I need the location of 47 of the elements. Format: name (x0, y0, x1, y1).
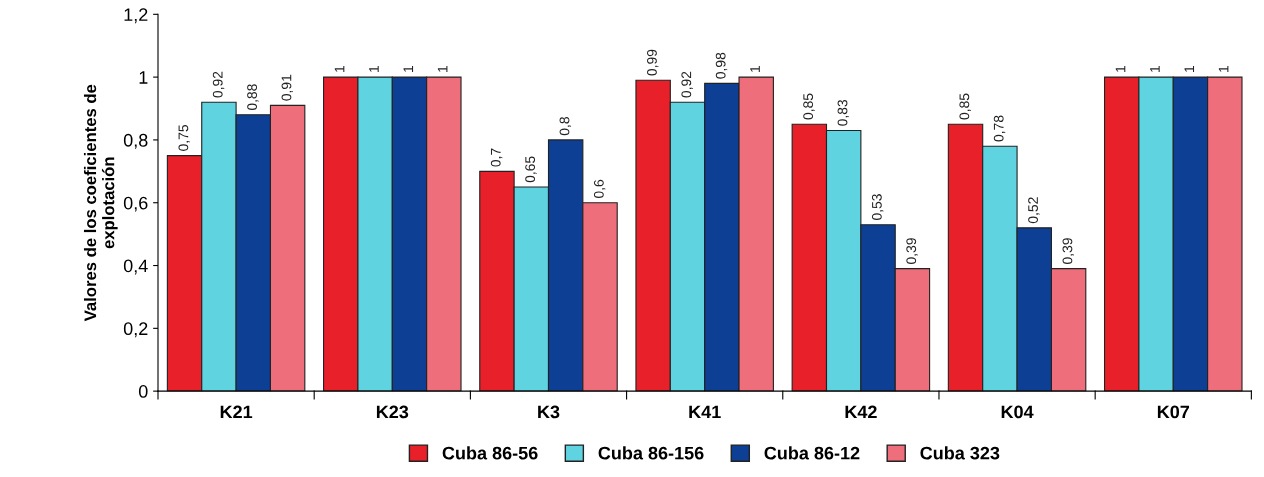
data-label: 1 (437, 65, 448, 72)
data-label: 1 (1115, 65, 1126, 72)
data-label: 1 (1150, 65, 1160, 72)
data-label: 0,65 (525, 156, 537, 183)
x-tick-label: K04 (1001, 405, 1034, 419)
data-label: 1 (334, 65, 345, 72)
y-tick-label: 1,2 (124, 8, 148, 24)
data-label: 0,7 (490, 148, 503, 167)
y-tick-label: 1 (139, 71, 148, 84)
data-label: 0,88 (247, 84, 259, 111)
data-label: 1 (403, 65, 414, 72)
data-label: 1 (1218, 65, 1229, 72)
legend-label: Cuba 323 (920, 446, 1000, 460)
y-tick-label: 0,6 (123, 196, 148, 212)
data-label: 1 (750, 65, 760, 72)
data-label: 0,78 (993, 115, 1006, 142)
x-tick-label: K23 (376, 405, 409, 419)
data-label: 0,98 (715, 52, 728, 79)
data-label: 0,53 (871, 194, 884, 220)
data-label: 0,6 (593, 179, 606, 199)
data-label: 0,83 (837, 99, 850, 126)
data-label: 0,75 (178, 125, 190, 151)
data-label: 0,8 (559, 117, 572, 136)
legend-label: Cuba 86-56 (442, 446, 538, 460)
data-label: 0,99 (647, 49, 659, 76)
legend-label: Cuba 86-12 (764, 446, 860, 460)
data-label: 0,85 (959, 93, 971, 120)
data-label: 1 (1184, 65, 1195, 72)
y-tick-label: 0 (138, 385, 148, 398)
y-tick-label: 0,4 (123, 259, 148, 275)
x-tick-label: K41 (689, 405, 721, 419)
y-tick-label: 0,2 (123, 322, 148, 338)
data-label: 0,52 (1028, 197, 1040, 224)
x-tick-label: K21 (220, 405, 253, 419)
data-label: 0,92 (681, 71, 693, 98)
data-label: 0,39 (1062, 238, 1074, 264)
data-label: 0,85 (803, 93, 815, 120)
legend-label: Cuba 86-156 (598, 446, 704, 460)
x-tick-label: K42 (845, 405, 877, 419)
data-label: 1 (369, 65, 379, 72)
y-axis-title: Valores de los coeficientes de explotación (83, 84, 118, 322)
y-tick-label: 0,8 (123, 133, 148, 149)
data-label: 0,91 (281, 74, 294, 101)
data-label: 0,92 (212, 71, 225, 98)
x-tick-label: K07 (1157, 405, 1190, 419)
x-tick-label: K3 (538, 405, 560, 419)
data-label: 0,39 (906, 238, 918, 264)
